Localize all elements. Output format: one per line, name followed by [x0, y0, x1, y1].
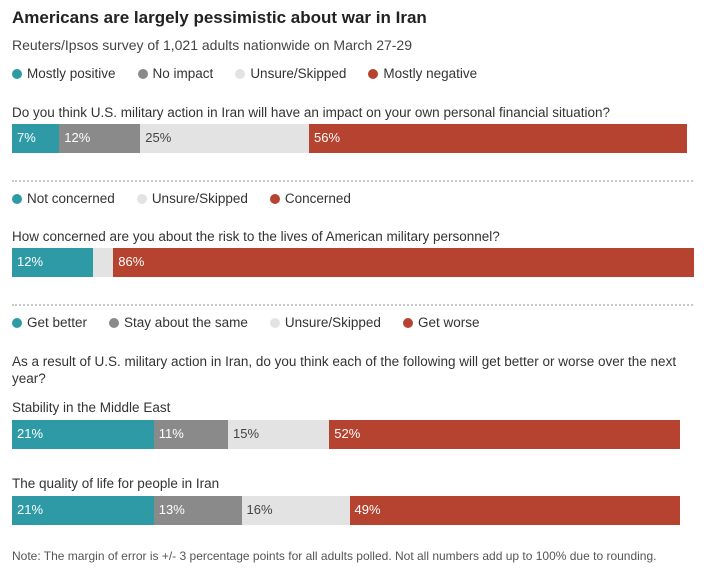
legend-dot-icon — [269, 317, 280, 328]
bar-middle-east-stability: 21% 11% 15% 52% — [12, 420, 693, 449]
legend-financial: Mostly positive No impact Unsure/Skipped… — [12, 66, 499, 81]
footnote: Note: The margin of error is +/- 3 perce… — [12, 549, 657, 563]
bar-value-label: 49% — [354, 502, 381, 517]
legend-outlook: Get better Stay about the same Unsure/Sk… — [12, 315, 501, 330]
legend-item-unsure: Unsure/Skipped — [136, 191, 248, 206]
row-label-iran-quality: The quality of life for people in Iran — [12, 476, 220, 491]
legend-item-unsure: Unsure/Skipped — [235, 66, 346, 81]
bar-iran-quality-of-life: 21% 13% 16% 49% — [12, 496, 693, 525]
legend-dot-icon — [137, 68, 148, 79]
bar-segment — [93, 248, 114, 277]
bar-military-concern: 12% 86% — [12, 248, 694, 277]
bar-value-label: 11% — [158, 426, 184, 441]
legend-label: Concerned — [284, 191, 351, 206]
bar-segment: 13% — [153, 496, 242, 525]
legend-dot-icon — [235, 68, 246, 79]
legend-dot-icon — [368, 68, 379, 79]
legend-item-not-concerned: Not concerned — [12, 191, 115, 206]
bar-segment: 56% — [309, 124, 687, 153]
bar-value-label: 21% — [17, 502, 44, 517]
question-military-risk: How concerned are you about the risk to … — [12, 229, 500, 244]
bar-segment: 49% — [349, 496, 681, 525]
bar-value-label: 56% — [314, 130, 341, 145]
bar-segment: 86% — [113, 248, 694, 277]
legend-item-get-worse: Get worse — [402, 315, 480, 330]
bar-segment: 21% — [12, 496, 154, 525]
bar-value-label: 12% — [64, 130, 91, 145]
row-label-middle-east: Stability in the Middle East — [12, 400, 171, 415]
legend-label: Not concerned — [27, 191, 115, 206]
legend-item-get-better: Get better — [12, 315, 87, 330]
bar-value-label: 21% — [17, 426, 44, 441]
legend-item-mostly-negative: Mostly negative — [368, 66, 477, 81]
legend-label: Stay about the same — [124, 315, 248, 330]
bar-financial-impact: 7% 12% 25% 56% — [12, 124, 693, 153]
legend-item-concerned: Concerned — [269, 191, 351, 206]
bar-segment: 11% — [153, 420, 228, 449]
legend-dot-icon — [12, 317, 22, 328]
legend-item-mostly-positive: Mostly positive — [12, 66, 116, 81]
legend-label: Get worse — [417, 315, 480, 330]
legend-label: Unsure/Skipped — [284, 315, 381, 330]
bar-value-label: 52% — [334, 426, 361, 441]
legend-item-stay-same: Stay about the same — [109, 315, 248, 330]
question-financial: Do you think U.S. military action in Ira… — [12, 105, 611, 120]
bar-segment: 25% — [140, 124, 309, 153]
bar-segment: 16% — [241, 496, 350, 525]
legend-label: Unsure/Skipped — [250, 66, 347, 81]
legend-dot-icon — [12, 193, 22, 204]
section-divider — [12, 304, 693, 306]
bar-value-label: 86% — [118, 254, 145, 269]
bar-segment: 52% — [329, 420, 681, 449]
bar-segment: 7% — [12, 124, 60, 153]
question-outlook: As a result of U.S. military action in I… — [12, 354, 677, 386]
legend-dot-icon — [402, 317, 413, 328]
legend-label: Unsure/Skipped — [151, 191, 248, 206]
legend-dot-icon — [12, 68, 22, 79]
bar-segment: 15% — [228, 420, 330, 449]
bar-value-label: 25% — [145, 130, 172, 145]
bar-segment: 21% — [12, 420, 154, 449]
legend-item-unsure: Unsure/Skipped — [269, 315, 381, 330]
legend-label: No impact — [152, 66, 214, 81]
section-divider — [12, 180, 693, 182]
legend-label: Mostly positive — [27, 66, 116, 81]
legend-label: Get better — [27, 315, 88, 330]
bar-value-label: 16% — [246, 502, 273, 517]
bar-value-label: 12% — [17, 254, 44, 269]
legend-concern: Not concerned Unsure/Skipped Concerned — [12, 191, 373, 206]
chart-subtitle: Reuters/Ipsos survey of 1,021 adults nat… — [12, 37, 413, 53]
legend-label: Mostly negative — [383, 66, 478, 81]
chart-title: Americans are largely pessimistic about … — [12, 8, 427, 27]
bar-value-label: 13% — [158, 502, 185, 517]
legend-dot-icon — [109, 317, 120, 328]
bar-segment: 12% — [12, 248, 93, 277]
bar-segment: 12% — [59, 124, 141, 153]
legend-dot-icon — [269, 193, 280, 204]
bar-value-label: 15% — [233, 426, 260, 441]
bar-value-label: 7% — [17, 130, 36, 145]
legend-item-no-impact: No impact — [137, 66, 214, 81]
legend-dot-icon — [136, 193, 147, 204]
